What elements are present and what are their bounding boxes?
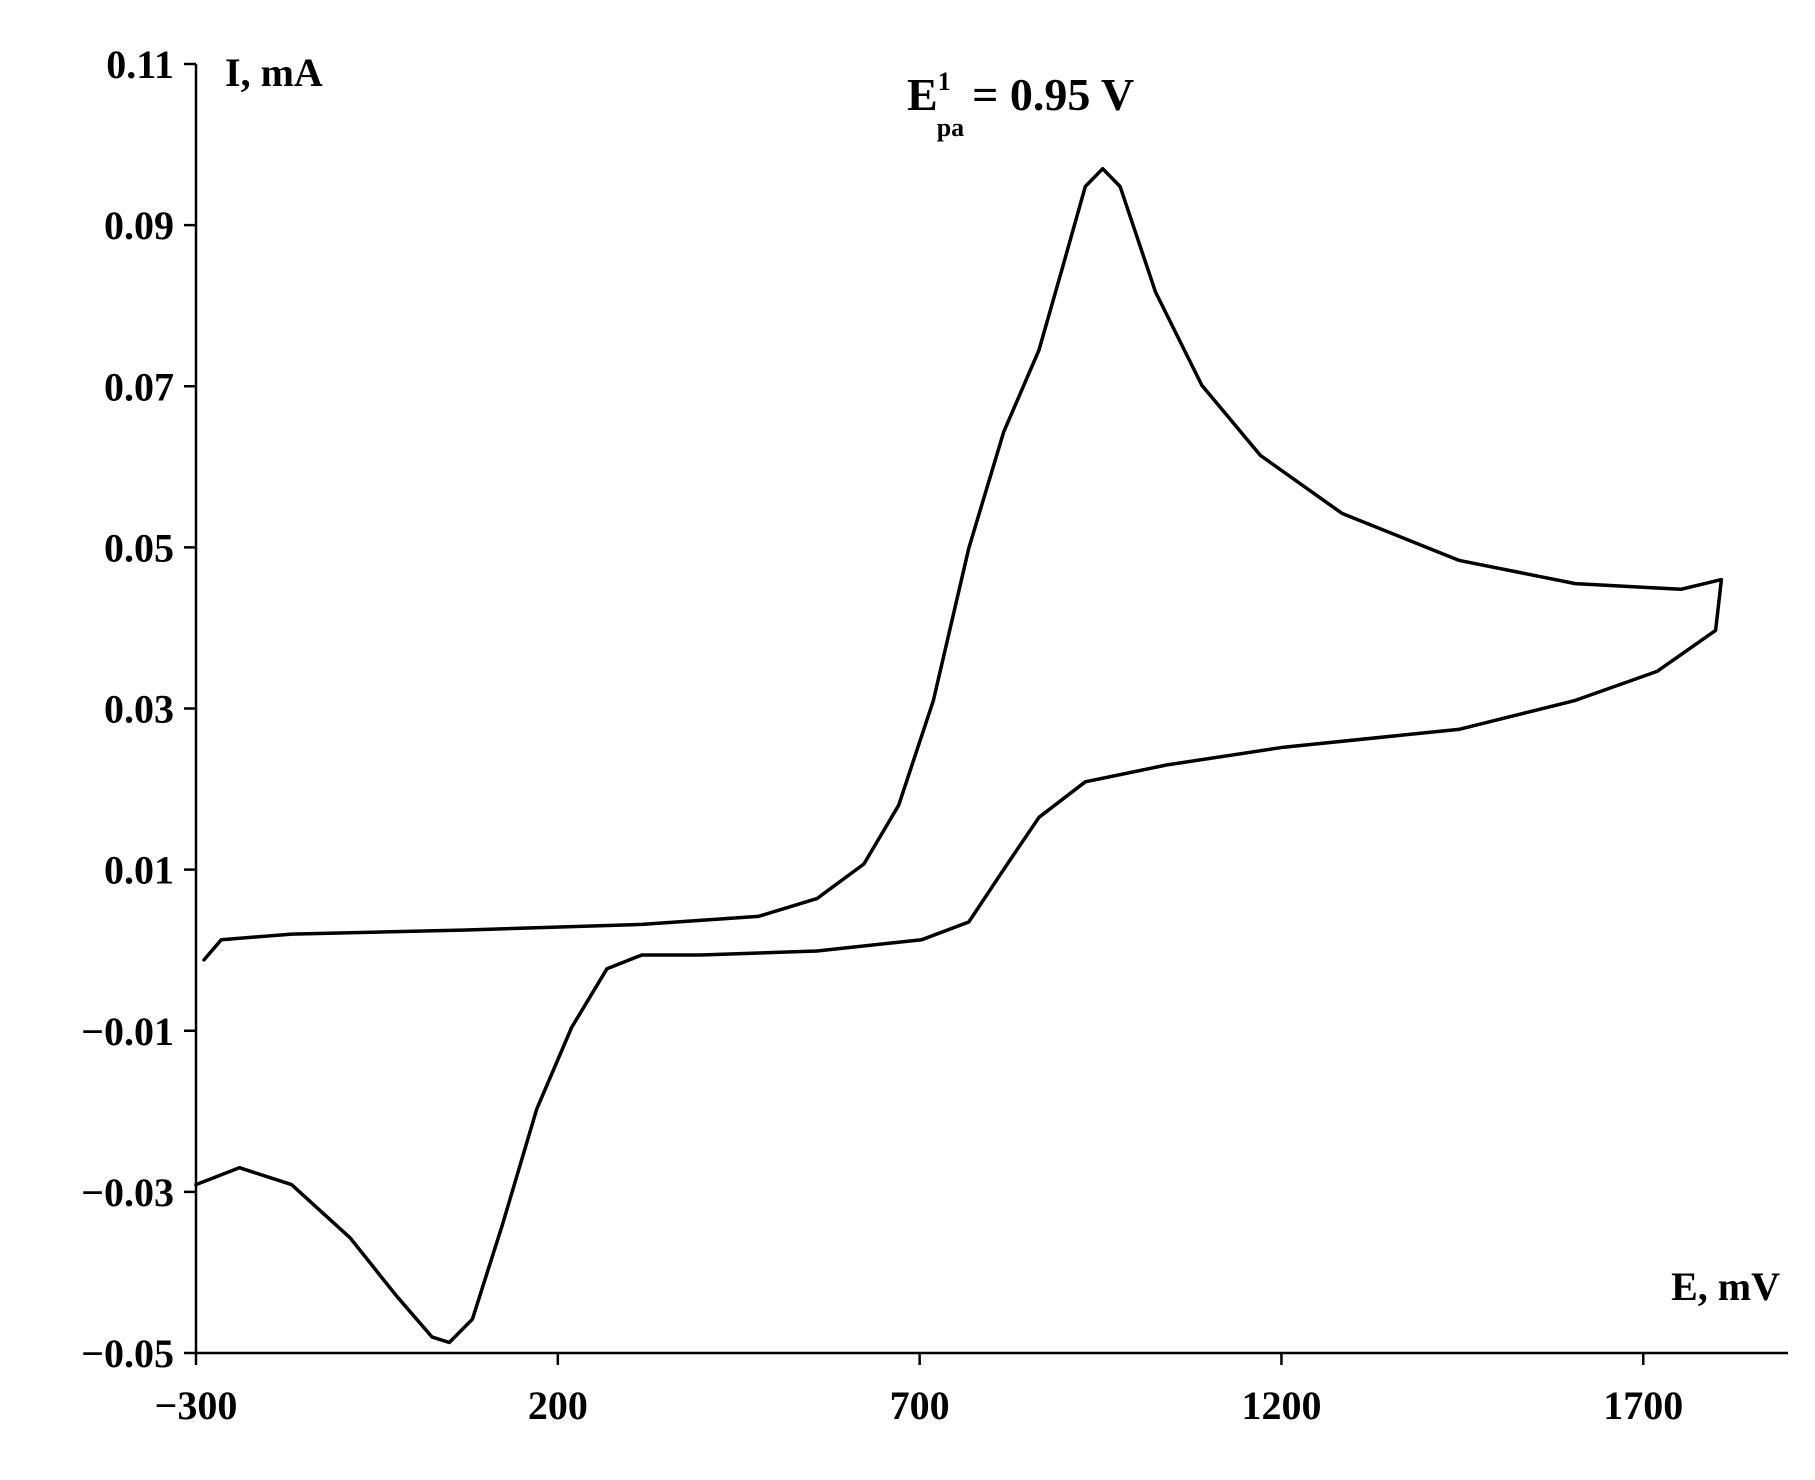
y-tick-label: 0.11 — [106, 42, 174, 87]
x-tick-label: 700 — [890, 1383, 950, 1428]
annotation-sub: pa — [937, 113, 964, 142]
x-tick-label: 1700 — [1603, 1383, 1683, 1428]
y-tick-label: 0.07 — [104, 364, 174, 409]
y-tick-label: 0.05 — [104, 525, 174, 570]
x-axis-label: E, mV — [1671, 1264, 1780, 1309]
x-tick-label: 1200 — [1241, 1383, 1321, 1428]
y-axis-label: I, mA — [225, 50, 323, 95]
y-tick-label: 0.03 — [104, 687, 174, 732]
x-tick-label: −300 — [155, 1383, 238, 1428]
y-tick-label: 0.01 — [104, 848, 174, 893]
annotation-base: E — [907, 69, 938, 120]
annotation-sup: 1 — [938, 67, 951, 96]
x-tick-label: 200 — [528, 1383, 588, 1428]
cv-curve — [194, 166, 1724, 1345]
y-tick-label: −0.01 — [81, 1009, 174, 1054]
y-tick-label: 0.09 — [104, 203, 174, 248]
annotation-text: = 0.95 V — [972, 69, 1134, 120]
y-tick-label: −0.03 — [81, 1170, 174, 1215]
annotation: E1 pa = 0.95 V — [907, 67, 1134, 142]
y-tick-label: −0.05 — [81, 1331, 174, 1376]
